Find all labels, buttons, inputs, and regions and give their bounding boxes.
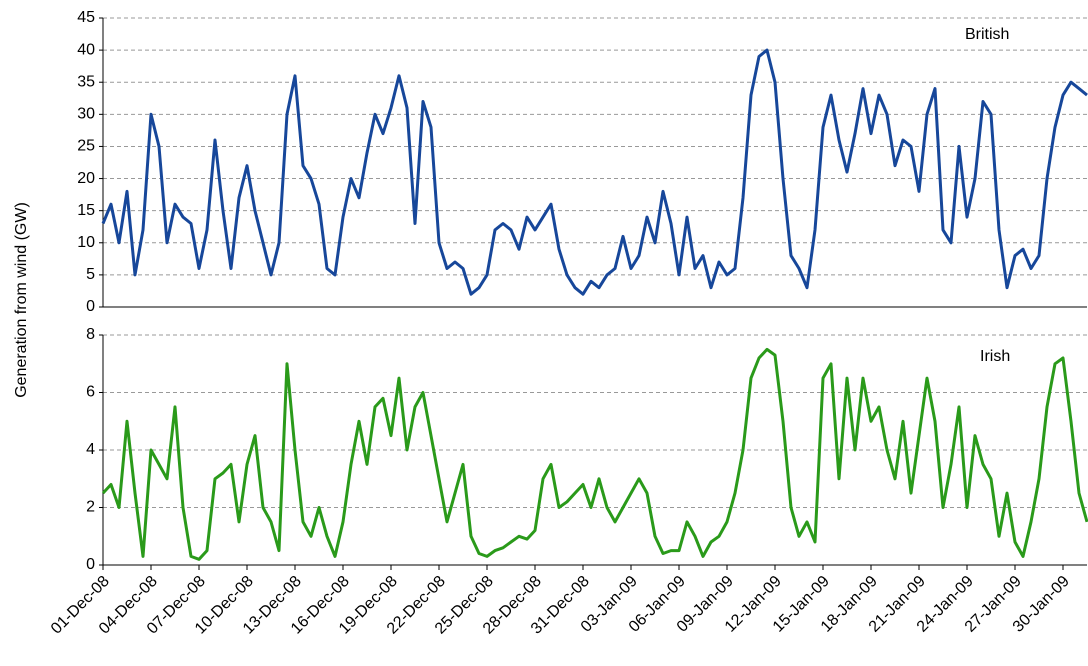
y-tick-label: 25 — [77, 138, 95, 155]
y-tick-label: 0 — [86, 556, 95, 573]
line-series — [101, 347, 1088, 561]
y-tick-label: 6 — [86, 384, 95, 401]
y-axis-label: Generation from wind (GW) — [13, 202, 30, 398]
line-series — [101, 48, 1088, 296]
y-tick-label: 35 — [77, 73, 95, 90]
y-tick-label: 30 — [77, 106, 95, 123]
y-tick-label: 45 — [77, 9, 95, 26]
y-tick-label: 2 — [86, 499, 95, 516]
series-label: British — [965, 26, 1009, 43]
y-tick-label: 5 — [86, 266, 95, 283]
y-tick-label: 10 — [77, 234, 95, 251]
y-tick-label: 4 — [86, 441, 95, 458]
series-label: Irish — [980, 348, 1010, 365]
y-tick-label: 15 — [77, 202, 95, 219]
y-tick-label: 0 — [86, 298, 95, 315]
y-tick-label: 40 — [77, 41, 95, 58]
y-tick-label: 8 — [86, 326, 95, 343]
y-tick-label: 20 — [77, 170, 95, 187]
